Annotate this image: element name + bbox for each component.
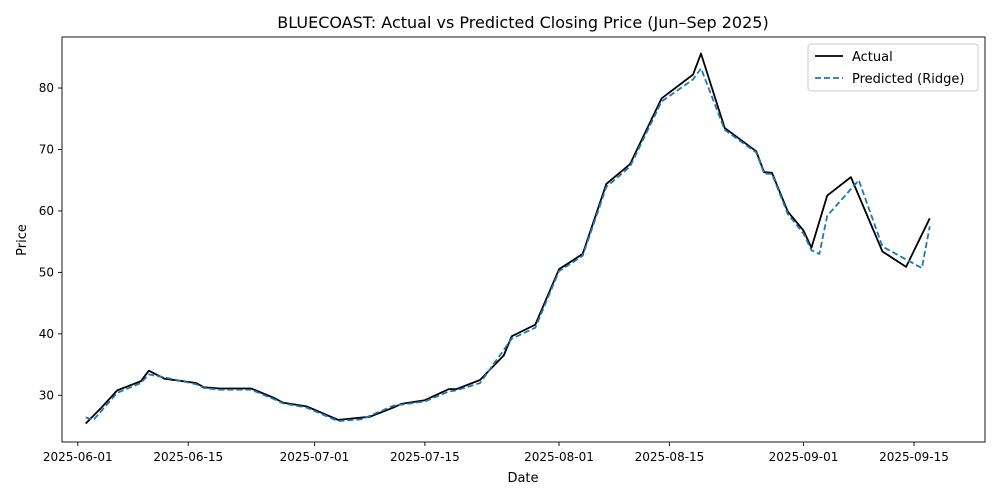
x-tick-label: 2025-06-01 [43,450,113,464]
x-axis-label: Date [507,471,538,486]
x-tick-label: 2025-07-01 [280,450,350,464]
y-tick-label: 30 [39,388,54,402]
y-tick-label: 60 [39,204,54,218]
legend-box [807,43,979,92]
y-tick-label: 50 [39,265,54,279]
legend-label-predicted: Predicted (Ridge) [852,72,964,87]
x-tick-label: 2025-09-15 [879,450,949,464]
series-layer [85,52,931,425]
plot-area: 2025-06-01 2025-06-15 2025-07-01 2025-07-15… [39,36,986,464]
x-axis: 2025-06-01 2025-06-15 2025-07-01 2025-07-15… [43,442,949,464]
y-tick-label: 40 [39,327,54,341]
x-tick-label: 2025-08-01 [524,450,594,464]
series-line-actual [85,52,931,425]
y-tick-label: 70 [39,142,54,156]
plot-frame [61,36,986,443]
y-axis: 30 40 50 60 70 80 [39,81,62,402]
x-tick-label: 2025-09-01 [769,450,839,464]
x-tick-label: 2025-07-15 [390,450,460,464]
legend-label-actual: Actual [852,50,893,65]
x-tick-label: 2025-08-15 [635,450,705,464]
legend: Actual Predicted (Ridge) [807,43,979,92]
chart-title: BLUECOAST: Actual vs Predicted Closing P… [277,13,768,32]
y-tick-label: 80 [39,81,54,95]
y-axis-label: Price [15,224,30,256]
series-line-predicted [85,67,931,423]
x-tick-label: 2025-06-15 [153,450,223,464]
